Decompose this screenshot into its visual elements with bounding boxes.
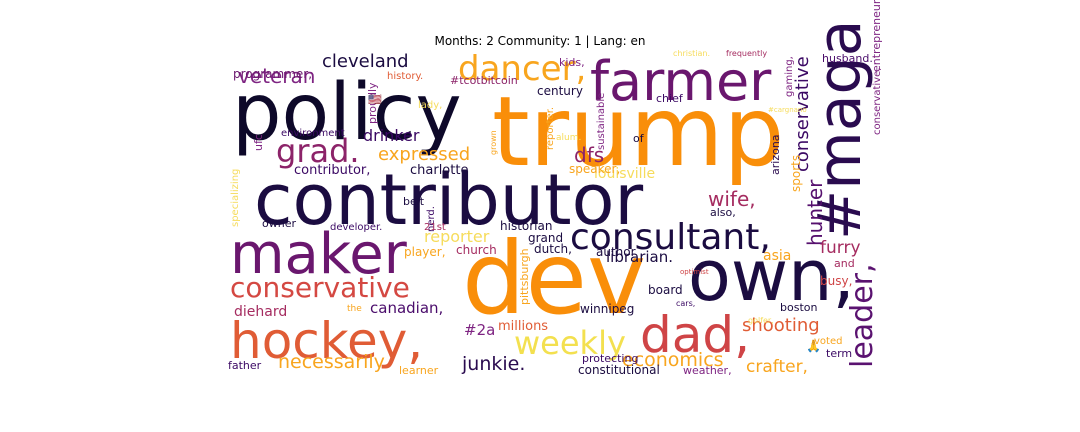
word-gaming-88: gaming, <box>784 56 795 97</box>
word-veteran-18: veteran <box>238 64 315 88</box>
word-contributor-2: contributor <box>254 159 643 241</box>
word-grad-16: grad. <box>276 132 360 170</box>
word-hunter-17: hunter <box>803 179 827 246</box>
word-leader-13: leader, <box>845 263 880 368</box>
word-trump-1: trump <box>492 76 784 188</box>
word-cleveland-19: cleveland <box>322 51 409 72</box>
word-history-73: history. <box>387 71 423 82</box>
word-nerd-79: nerd. <box>426 206 437 232</box>
word-asia-53: asia <box>763 248 791 264</box>
word-proudly-74: proudly <box>366 82 379 124</box>
word-developer-82: developer. <box>330 222 382 233</box>
word-protecting-59: protecting <box>582 352 638 365</box>
word-dad-10: dad, <box>640 306 750 364</box>
word-2a-34: #2a <box>464 321 495 339</box>
word-arizona-46: arizona <box>769 134 782 175</box>
word-conservative-44: conservative, <box>872 68 883 135</box>
word-conservative-21: conservative <box>792 56 813 172</box>
word-programmer-40: programmer, <box>233 67 312 81</box>
word-owner-81: owner <box>262 217 296 230</box>
chart-title: Months: 2 Community: 1 | Lang: en <box>434 34 646 48</box>
word-alum-86: alum. <box>556 133 581 143</box>
word-contributor-38: contributor, <box>294 163 370 178</box>
word-crafter-29: crafter, <box>746 357 808 377</box>
word-kids-71: kids, <box>559 56 585 69</box>
word-cargnano-91: #cargnano <box>768 106 807 114</box>
word-pittsburgh-57: pittsburgh <box>518 248 531 305</box>
word-shooting-22: shooting <box>742 315 820 336</box>
word-ufc-77: ufc <box>252 134 265 151</box>
word-environment-76: environment <box>281 128 345 139</box>
word-maga-7: #maga <box>805 20 875 240</box>
word-of-69: of <box>633 132 645 145</box>
word-golfer-94: golfer, <box>748 316 774 325</box>
word-consultant-11: consultant, <box>570 217 771 258</box>
word-expressed-20: expressed <box>378 144 470 165</box>
word-grand-48: grand <box>528 231 563 245</box>
word-entrepreneur-43: entrepreneur. <box>870 0 883 72</box>
word-busy-65: busy, <box>820 274 852 288</box>
word-christian-89: christian. <box>673 49 710 58</box>
word-father-60: father <box>228 359 262 372</box>
word-tcotbitcoin-72: #tcotbitcoin <box>450 74 518 87</box>
word-maker-5: maker <box>230 222 408 287</box>
word-dev-4: dev <box>462 220 646 337</box>
word-term-63: term <box>826 347 852 360</box>
word-librarian-36: librarian. <box>606 248 673 266</box>
word-hockey-8: hockey, <box>230 312 423 370</box>
word-church-50: church <box>456 243 497 257</box>
word-century-41: century <box>537 84 583 98</box>
word-canadian-27: canadian, <box>370 299 443 317</box>
word-frequently-90: frequently <box>726 49 767 58</box>
word-belt-78: belt <box>403 195 425 208</box>
word-symbol-97: 🇺🇸 <box>368 93 382 106</box>
word-learner-61: learner <box>399 364 439 377</box>
word-reporter-85: reporter. <box>545 107 556 150</box>
word-millions-35: millions <box>498 319 548 334</box>
word-and-66: and <box>834 257 855 270</box>
word-dancer-12: dancer, <box>458 49 586 89</box>
word-optimist-92: optimist <box>680 268 709 276</box>
word-sports-45: sports <box>789 155 803 192</box>
word-charlotte-39: charlotte <box>410 163 468 178</box>
word-boston-55: boston <box>780 301 817 314</box>
word-policy-3: policy <box>232 68 462 158</box>
word-board-54: board <box>648 283 683 297</box>
word-winnipeg-56: winnipeg <box>580 302 634 316</box>
word-diehard-32: diehard <box>234 304 287 320</box>
word-weekly-15: weekly <box>514 324 626 362</box>
word-dfs-30: dfs <box>574 143 604 167</box>
word-cars-93: cars, <box>676 299 695 308</box>
word-sustainable-84: sustainable <box>596 93 607 150</box>
word-junkie-28: junkie. <box>461 353 525 375</box>
word-speaker-68: speaker, <box>569 162 620 176</box>
word-farmer-9: farmer <box>590 50 772 113</box>
word-reporter-33: reporter <box>424 227 490 246</box>
word-21st-80: 21st <box>424 222 446 233</box>
word-constitutional-58: constitutional <box>578 363 660 377</box>
word-own-6: own, <box>688 235 855 317</box>
word-conservative-14: conservative <box>230 271 410 304</box>
word-husband-42: husband. <box>822 52 873 65</box>
word-also-67: also, <box>710 206 736 219</box>
word-grown-87: grown <box>489 130 498 155</box>
word-specializing-83: specializing <box>230 169 241 227</box>
word-necessarily-23: necessarily <box>278 351 385 373</box>
word-historian-47: historian <box>500 219 552 233</box>
word-wife-25: wife, <box>708 187 756 211</box>
word-author-52: author <box>596 245 636 259</box>
word-player-51: player, <box>404 245 446 259</box>
word-furry-26: furry <box>820 238 861 258</box>
word-the-95: the <box>347 304 362 314</box>
word-louisville-37: louisville <box>594 166 655 182</box>
word-economics-24: economics <box>622 349 724 371</box>
word-drinker-31: drinker <box>363 126 420 145</box>
word-lady-75: lady, <box>418 100 442 111</box>
word-weather-62: weather, <box>683 364 732 377</box>
word-voted-64: voted <box>814 336 842 347</box>
word-symbol-96: 🙏 <box>806 339 821 353</box>
word-chief-70: chief <box>656 92 684 105</box>
word-dutch-49: dutch, <box>534 242 572 256</box>
